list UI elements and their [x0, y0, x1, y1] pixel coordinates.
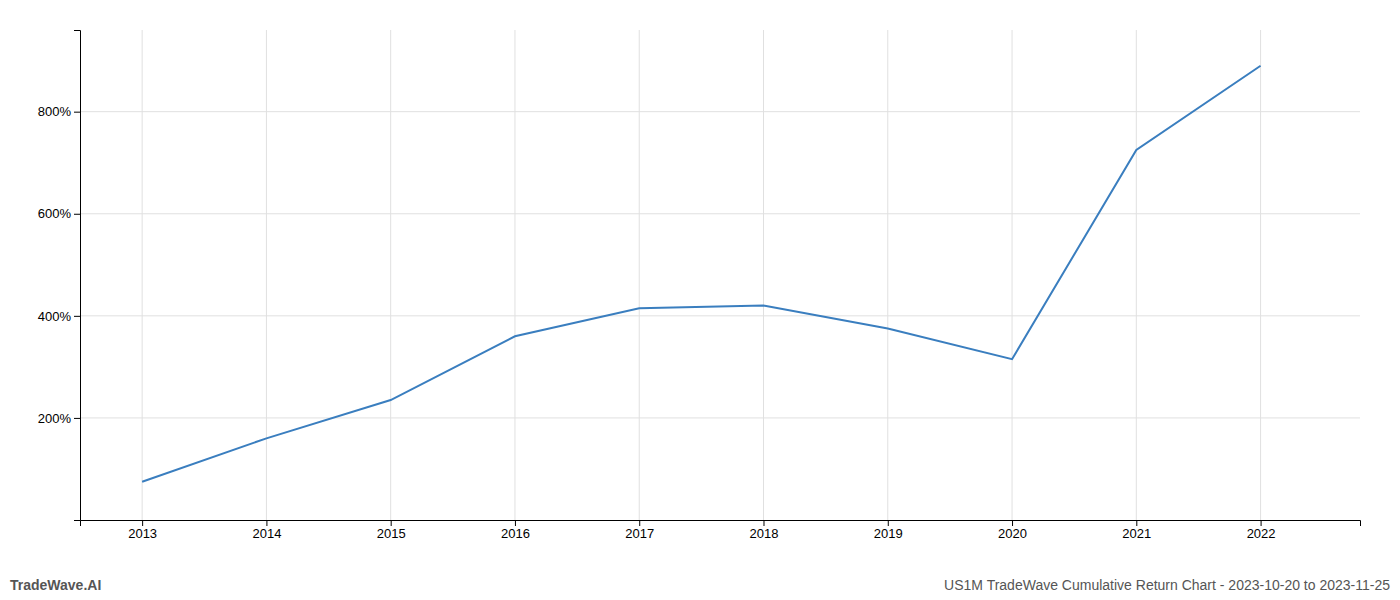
- x-tick-label: 2021: [1122, 526, 1151, 541]
- grid-line-y: [80, 213, 1360, 214]
- footer-left: TradeWave.AI: [10, 577, 101, 593]
- x-tick-mark: [391, 520, 392, 526]
- x-tick: 2013: [128, 520, 157, 541]
- y-tick-label: 400%: [38, 308, 72, 323]
- grid-line-x: [1260, 30, 1261, 520]
- chart-container: 2013 2014 2015 2016 2017 2018 2019 2020 2021 2022…: [0, 0, 1400, 600]
- y-tick: 600%: [38, 206, 80, 221]
- x-tick: 2018: [750, 520, 779, 541]
- y-tick: 400%: [38, 308, 80, 323]
- x-tick: 2016: [501, 520, 530, 541]
- x-tick-mark: [888, 520, 889, 526]
- grid-line-x: [639, 30, 640, 520]
- y-axis-line: [74, 31, 81, 521]
- x-tick-mark: [515, 520, 516, 526]
- y-axis: 200% 400% 600% 800%: [38, 31, 81, 521]
- x-tick-mark: [142, 520, 143, 526]
- x-tick-label: 2016: [501, 526, 530, 541]
- grid-line-y: [80, 111, 1360, 112]
- grid-line-x: [1012, 30, 1013, 520]
- y-tick: 200%: [38, 411, 80, 426]
- x-tick-mark: [1261, 520, 1262, 526]
- grid-line-x: [887, 30, 888, 520]
- y-tick-label: 800%: [38, 104, 72, 119]
- y-tick-mark: [74, 418, 80, 419]
- grid-line-y: [80, 315, 1360, 316]
- x-tick-mark: [1012, 520, 1013, 526]
- y-tick-label: 600%: [38, 206, 72, 221]
- x-axis-line: [81, 521, 1361, 527]
- x-tick: 2021: [1122, 520, 1151, 541]
- x-tick-mark: [763, 520, 764, 526]
- y-tick-mark: [74, 112, 80, 113]
- x-tick-label: 2014: [252, 526, 281, 541]
- grid: [80, 30, 1360, 520]
- x-axis: 2013 2014 2015 2016 2017 2018 2019 2020 2021 2022: [81, 520, 1361, 541]
- grid-line-x: [142, 30, 143, 520]
- x-tick-label: 2020: [998, 526, 1027, 541]
- grid-line-x: [266, 30, 267, 520]
- x-tick-mark: [639, 520, 640, 526]
- footer-right: US1M TradeWave Cumulative Return Chart -…: [944, 577, 1390, 593]
- x-tick-label: 2015: [377, 526, 406, 541]
- y-tick-mark: [74, 316, 80, 317]
- grid-line-x: [1136, 30, 1137, 520]
- x-tick: 2022: [1247, 520, 1276, 541]
- y-tick-label: 200%: [38, 411, 72, 426]
- x-tick-mark: [1136, 520, 1137, 526]
- x-tick: 2019: [874, 520, 903, 541]
- x-tick-label: 2022: [1247, 526, 1276, 541]
- y-tick-mark: [74, 214, 80, 215]
- x-tick: 2015: [377, 520, 406, 541]
- x-tick-label: 2013: [128, 526, 157, 541]
- x-tick-label: 2019: [874, 526, 903, 541]
- grid-line-x: [514, 30, 515, 520]
- x-tick: 2017: [625, 520, 654, 541]
- x-tick-label: 2018: [750, 526, 779, 541]
- x-tick: 2014: [252, 520, 281, 541]
- y-tick: 800%: [38, 104, 80, 119]
- line: [142, 66, 1260, 482]
- chart-svg: 2013 2014 2015 2016 2017 2018 2019 2020 2021 2022…: [0, 0, 1400, 600]
- grid-line-x: [763, 30, 764, 520]
- plot-area: [142, 66, 1260, 482]
- x-tick-mark: [266, 520, 267, 526]
- x-tick: 2020: [998, 520, 1027, 541]
- grid-line-x: [390, 30, 391, 520]
- grid-line-y: [80, 417, 1360, 418]
- x-tick-label: 2017: [625, 526, 654, 541]
